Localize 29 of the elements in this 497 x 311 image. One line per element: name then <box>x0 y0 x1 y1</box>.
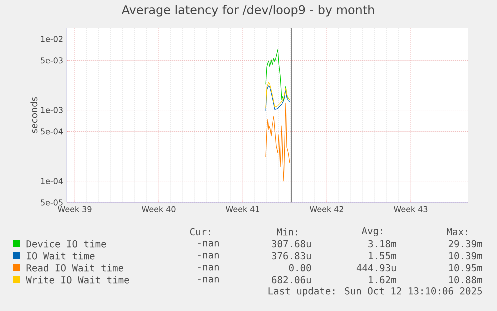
text: Avg: <box>362 227 382 237</box>
text: 376.83u <box>272 252 311 260</box>
chart-title: Average latency for /dev/loop9 - by month <box>122 5 374 17</box>
text: 3.18m <box>368 240 396 248</box>
text: 1.55m <box>369 252 396 260</box>
text: 10.95m <box>449 264 482 272</box>
y-axis-title: seconds <box>30 97 38 134</box>
line-series <box>266 50 290 102</box>
text: 307.68u <box>272 240 311 248</box>
text: 1.62m <box>369 276 396 284</box>
text: Last update: Sun Oct 12 13:10:06 2025 <box>268 287 482 297</box>
legend-label: Read IO Wait time <box>26 264 124 272</box>
text: 29.39m <box>448 240 482 248</box>
text: -nan <box>198 277 219 283</box>
text: -nan <box>198 253 219 259</box>
line-series <box>266 102 290 182</box>
text: Min: <box>277 228 298 236</box>
legend-label: IO Wait time <box>27 252 95 260</box>
text: 444.93u <box>356 264 396 272</box>
legend-label: Device IO time <box>26 240 106 248</box>
text: 0.00 <box>289 264 312 272</box>
text: 10.88m <box>449 276 482 284</box>
text: 682.06u <box>272 276 311 284</box>
text: -nan <box>198 241 219 247</box>
text: Max: <box>447 228 468 236</box>
legend-label: Write IO Wait time <box>26 276 130 284</box>
text: 10.39m <box>449 252 482 260</box>
text: -nan <box>198 265 219 271</box>
text: Cur: <box>190 228 210 236</box>
